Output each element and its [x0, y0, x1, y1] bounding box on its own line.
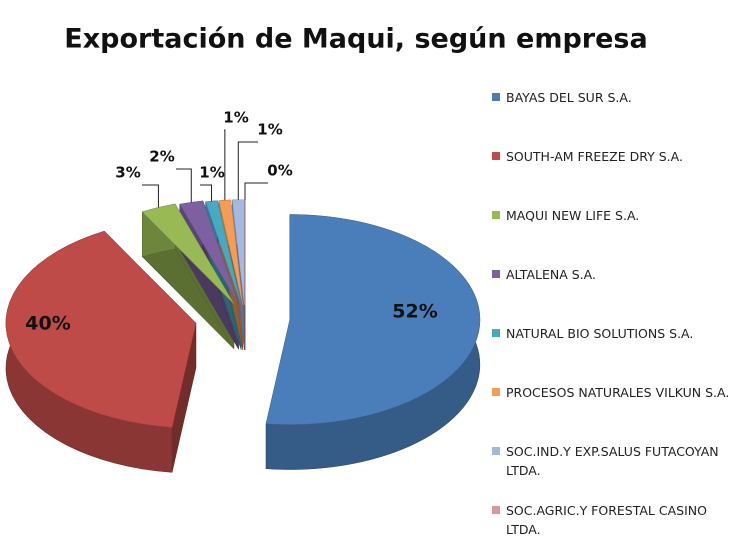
legend-label: SOC.IND.Y EXP.SALUS FUTACOYAN LTDA.: [506, 444, 719, 478]
slice: [265, 214, 481, 425]
legend-entry: BAYAS DEL SUR S.A.: [492, 88, 742, 147]
legend-label: BAYAS DEL SUR S.A.: [506, 90, 632, 105]
legend-entry: MAQUI NEW LIFE S.A.: [492, 206, 742, 265]
data-label: 1%: [223, 109, 248, 127]
legend-entry: SOC.AGRIC.Y FORESTAL CASINO LTDA.: [492, 501, 742, 536]
legend-swatch: [492, 447, 500, 455]
legend-swatch: [492, 329, 500, 337]
data-label: 3%: [115, 164, 140, 182]
leader-line: [200, 184, 213, 202]
data-label: 40%: [25, 313, 70, 335]
legend-entry: SOC.IND.Y EXP.SALUS FUTACOYAN LTDA.: [492, 442, 742, 501]
legend-label: MAQUI NEW LIFE S.A.: [506, 208, 640, 223]
slice: [232, 199, 245, 305]
slice-tops: [5, 199, 481, 428]
legend-swatch: [492, 270, 500, 278]
leader-line: [142, 184, 159, 208]
legend-entry: SOUTH-AM FREEZE DRY S.A.: [492, 147, 742, 206]
slice: [141, 203, 235, 304]
legend-swatch: [492, 211, 500, 219]
leader-line: [224, 129, 226, 201]
slice: [218, 199, 243, 305]
legend-entry: PROCESOS NATURALES VILKUN S.A.: [492, 383, 742, 442]
legend-swatch: [492, 388, 500, 396]
leader-line: [176, 168, 192, 203]
legend-entry: NATURAL BIO SOLUTIONS S.A.: [492, 324, 742, 383]
data-label: 0%: [267, 162, 292, 180]
data-label: 2%: [149, 148, 174, 166]
legend-label: SOC.AGRIC.Y FORESTAL CASINO LTDA.: [506, 503, 707, 536]
data-label: 52%: [392, 301, 437, 323]
legend-swatch: [492, 152, 500, 160]
leader-line: [237, 141, 258, 200]
legend-label: SOUTH-AM FREEZE DRY S.A.: [506, 149, 683, 164]
chart-title: Exportación de Maqui, según empresa: [64, 24, 647, 55]
legend-swatch: [492, 93, 500, 101]
legend-label: ALTALENA S.A.: [506, 267, 596, 282]
legend: BAYAS DEL SUR S.A. SOUTH-AM FREEZE DRY S.…: [492, 88, 742, 536]
slice: [5, 230, 197, 428]
legend-swatch: [492, 506, 500, 514]
slice: [179, 200, 239, 305]
data-label: 1%: [257, 121, 282, 139]
legend-label: NATURAL BIO SOLUTIONS S.A.: [506, 326, 694, 341]
legend-label: PROCESOS NATURALES VILKUN S.A.: [506, 385, 730, 400]
data-label: 1%: [199, 164, 224, 182]
leader-line: [244, 182, 268, 200]
legend-entry: ALTALENA S.A.: [492, 265, 742, 324]
